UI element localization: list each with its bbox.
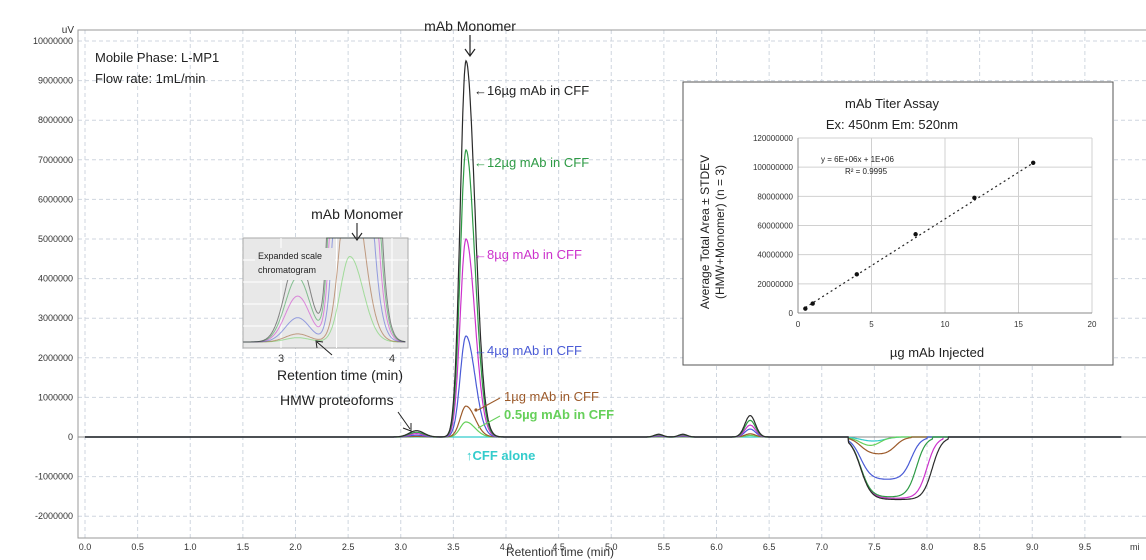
x-tick-label: 4.5 — [552, 542, 565, 552]
titer-axes: 0 20000000 40000000 60000000 80000000 1000000… — [753, 134, 1097, 329]
titer-x-tick-label: 5 — [869, 320, 874, 329]
hmw-annotation: HMW proteoforms — [280, 392, 394, 408]
inset-trace — [243, 237, 406, 343]
titer-r-squared: R² = 0.9995 — [845, 167, 888, 176]
y-tick-label: 5000000 — [38, 234, 73, 244]
main-x-axis-title: Retention time (min) — [506, 545, 614, 559]
x-tick-label: 0.0 — [79, 542, 92, 552]
titer-data-point — [810, 301, 815, 306]
expanded-inset: mAb Monomer Expanded scale chromatogram … — [242, 206, 409, 383]
chromatogram-trace — [85, 59, 1122, 501]
arrow-05ug — [477, 415, 501, 429]
inset-monomer-arrow — [351, 223, 363, 241]
titer-equation: y = 6E+06x + 1E+06 — [821, 155, 894, 164]
label-4ug: ←4µg mAb in CFF — [474, 343, 582, 358]
titer-data-point — [1031, 160, 1036, 165]
mobile-phase-label: Mobile Phase: L-MP1 — [95, 50, 219, 65]
flow-rate-label: Flow rate: 1mL/min — [95, 71, 206, 86]
label-16ug: ←16µg mAb in CFF — [474, 83, 589, 98]
inset-label-line-2: chromatogram — [258, 265, 316, 275]
x-tick-label: 6.0 — [710, 542, 723, 552]
inset-label-line-1: Expanded scale — [258, 251, 322, 261]
x-tick-label: 3.0 — [394, 542, 407, 552]
x-tick-label: 2.5 — [342, 542, 355, 552]
label-05ug: 0.5µg mAb in CFF — [504, 407, 614, 422]
label-12ug: ←12µg mAb in CFF — [474, 155, 589, 170]
titer-data-point — [913, 232, 918, 237]
x-tick-label: 0.5 — [131, 542, 144, 552]
x-tick-label: 9.5 — [1079, 542, 1092, 552]
titer-data-point — [972, 195, 977, 200]
titer-points — [803, 160, 1036, 311]
x-tick-label: 5.0 — [605, 542, 618, 552]
y-tick-label: 3000000 — [38, 313, 73, 323]
monomer-arrow — [464, 35, 476, 58]
y-tick-label: -1000000 — [35, 472, 73, 482]
label-8ug: ←8µg mAb in CFF — [474, 247, 582, 262]
inset-label-box — [255, 248, 335, 280]
main-plot-frame — [77, 29, 1146, 539]
y-tick-label: 2000000 — [38, 353, 73, 363]
inset-trace — [243, 237, 406, 343]
main-x-axis: 0.0 0.5 1.0 1.5 2.0 2.5 3.0 3.5 4.0 4.5 5.0 5.5 6.0 6… — [79, 542, 1140, 552]
x-tick-label: 7.5 — [868, 542, 881, 552]
titer-assay-chart: mAb Titer Assay Ex: 450nm Em: 520nm 0200… — [682, 81, 1114, 366]
x-tick-label: 1.5 — [237, 542, 250, 552]
y-tick-label: 7000000 — [38, 155, 73, 165]
titer-subtitle: Ex: 450nm Em: 520nm — [826, 117, 958, 132]
arrow-1ug-dot — [474, 408, 478, 412]
titer-x-tick-label: 0 — [796, 320, 801, 329]
titer-y-tick-label: 120000000 — [753, 134, 794, 143]
titer-y-tick-label: 100000000 — [753, 163, 794, 172]
label-cff-alone: ↑CFF alone — [466, 448, 535, 463]
inset-arrow — [315, 340, 333, 356]
y-unit-label: uV — [62, 25, 75, 36]
chromatogram-traces — [85, 59, 1122, 501]
y-tick-label: 9000000 — [38, 76, 73, 86]
titer-y-tick-label: 0 — [789, 309, 794, 318]
titer-x-tick-label: 20 — [1088, 320, 1097, 329]
titer-y-tick-label: 80000000 — [757, 192, 793, 201]
titer-x-axis-title: µg mAb Injected — [890, 345, 984, 360]
titer-data-point — [803, 306, 808, 311]
x-tick-label: 1.0 — [184, 542, 197, 552]
titer-title: mAb Titer Assay — [845, 96, 939, 111]
titer-y-tick-label: 40000000 — [757, 251, 793, 260]
x-unit-label: mi — [1130, 542, 1140, 552]
y-tick-label: -2000000 — [35, 511, 73, 521]
arrow-1ug — [477, 397, 501, 411]
x-tick-label: 8.5 — [973, 542, 986, 552]
x-tick-label: 4.0 — [500, 542, 513, 552]
hmw-arrow — [397, 411, 412, 432]
y-tick-label: 0 — [68, 432, 73, 442]
monomer-annotation: mAb Monomer — [424, 18, 516, 34]
x-tick-label: 8.0 — [921, 542, 934, 552]
x-tick-label: 2.0 — [289, 542, 302, 552]
titer-chart-box — [682, 81, 1114, 366]
y-tick-label: 6000000 — [38, 194, 73, 204]
y-tick-label: 8000000 — [38, 115, 73, 125]
titer-x-tick-label: 15 — [1014, 320, 1023, 329]
inset-x-axis-title: Retention time (min) — [277, 367, 403, 383]
titer-y-tick-label: 20000000 — [757, 280, 793, 289]
inset-x-tick-4: 4 — [389, 353, 395, 365]
inset-title: mAb Monomer — [311, 206, 403, 222]
titer-y-axis-title-2: (HMW+Monomer) (n = 3) — [713, 165, 727, 299]
y-tick-label: 1000000 — [38, 392, 73, 402]
x-tick-label: 7.0 — [815, 542, 828, 552]
main-y-axis: 1000000090000008000000700000060000005000… — [33, 36, 73, 521]
titer-data-point — [854, 272, 859, 277]
inset-x-tick-3: 3 — [278, 353, 284, 365]
titer-x-tick-label: 10 — [941, 320, 950, 329]
x-tick-label: 3.5 — [447, 542, 460, 552]
y-tick-label: 4000000 — [38, 274, 73, 284]
x-tick-label: 9.0 — [1026, 542, 1039, 552]
x-tick-label: 6.5 — [763, 542, 776, 552]
y-tick-label: 10000000 — [33, 36, 73, 46]
titer-y-tick-label: 60000000 — [757, 222, 793, 231]
titer-y-axis-title-1: Average Total Area ± STDEV — [698, 155, 712, 309]
label-1ug: 1µg mAb in CFF — [504, 389, 599, 404]
x-tick-label: 5.5 — [658, 542, 671, 552]
